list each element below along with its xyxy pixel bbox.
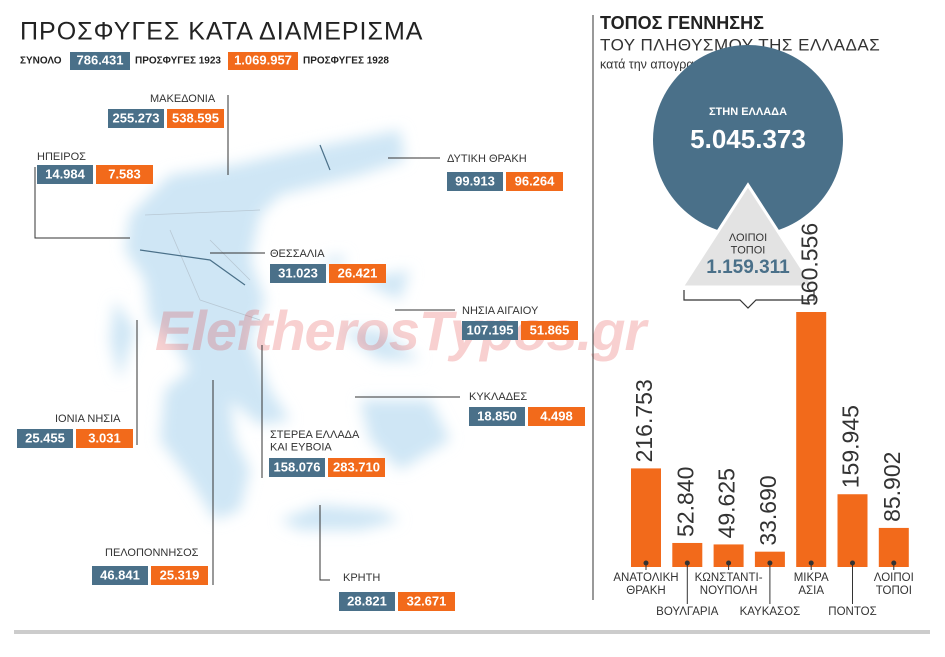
bar	[796, 312, 827, 567]
value-1928: 3.031	[88, 430, 121, 445]
region-name: ΗΠΕΙΡΟΣ	[37, 151, 86, 163]
value-label: 33.690	[755, 475, 781, 545]
value-1923: 28.821	[347, 593, 387, 608]
map	[110, 130, 450, 530]
value-box	[339, 592, 395, 611]
value-label: 85.902	[879, 452, 905, 522]
bar	[713, 544, 744, 567]
category-label: ΑΝΑΤΟΛΙΚΗ ΘΡΑΚΗ	[613, 572, 678, 597]
triangle	[679, 182, 817, 289]
value-1923: 99.913	[455, 173, 495, 188]
chart-subtitle: ΤΟΥ ΠΛΗΘΥΣΜΟΥ ΤΗΣ ΕΛΛΑΔΑΣ	[600, 35, 880, 54]
value-box	[521, 321, 578, 340]
value-box	[462, 321, 518, 340]
value-box	[92, 566, 148, 585]
triangle-value: 1.159.311	[706, 257, 790, 278]
region-name: ΝΗΣΙΑ ΑΙΓΑΙΟΥ	[462, 305, 539, 317]
connector-dot	[850, 560, 855, 566]
value-1923: 158.076	[274, 459, 321, 474]
label-1928: ΠΡΟΣΦΥΓΕΣ 1928	[303, 56, 389, 67]
category-label: ΠΟΝΤΟΣ	[828, 606, 876, 618]
value-box	[506, 172, 563, 191]
category-label: ΜΙΚΡΑ ΑΣΙΑ	[794, 572, 829, 597]
borders	[139, 144, 331, 321]
value-box	[76, 429, 133, 448]
value-1923: 31.023	[278, 265, 318, 280]
value-1928: 25.319	[160, 567, 200, 582]
total-box	[228, 52, 298, 70]
value-1923: 46.841	[100, 567, 140, 582]
bar	[631, 468, 661, 567]
region-name: ΠΕΛΟΠΟΝΝΗΣΟΣ	[105, 547, 199, 559]
triangle-label: ΛΟΙΠΟΙ ΤΟΠΟΙ	[729, 232, 767, 257]
circle-label: ΣΤΗΝ ΕΛΛΑΔΑ	[709, 106, 787, 118]
value-label: 52.840	[672, 467, 698, 537]
region-name: ΚΡΗΤΗ	[343, 572, 380, 584]
value-box	[17, 429, 73, 448]
value-box	[96, 165, 153, 184]
value-box	[328, 458, 385, 477]
value-1923: 25.455	[25, 430, 65, 445]
value-box	[37, 165, 93, 184]
value-box	[329, 264, 386, 283]
category-label: ΛΟΙΠΟΙ ΤΟΠΟΙ	[874, 572, 914, 597]
value-1928: 7.583	[108, 166, 141, 181]
value-label: 49.625	[714, 468, 740, 538]
bar	[837, 494, 868, 567]
value-1928: 538.595	[172, 110, 219, 125]
leader-line	[34, 167, 130, 239]
value-1928: 283.710	[333, 459, 380, 474]
value-1928: 4.498	[540, 408, 573, 423]
value-box	[269, 458, 325, 477]
value-label: 159.945	[838, 405, 864, 488]
value-box	[398, 592, 455, 611]
circle-value: 5.045.373	[690, 124, 806, 154]
value-box	[108, 109, 164, 128]
value-1923: 255.273	[113, 110, 160, 125]
value-box	[270, 264, 326, 283]
category-label: ΚΑΥΚΑΣΟΣ	[740, 606, 801, 618]
value-label: 560.556	[796, 223, 822, 306]
category-label: ΚΩΝΣΤΑΝΤΙ-ΝΟΥΠΟΛΗ	[695, 572, 763, 597]
region-name: ΘΕΣΣΑΛΙΑ	[270, 248, 325, 260]
region-name: ΔΥΤΙΚΗ ΘΡΑΚΗ	[447, 153, 527, 165]
category-label: ΒΟΥΛΓΑΡΙΑ	[656, 606, 719, 618]
value-label: 216.753	[631, 379, 657, 462]
connector-dot	[726, 560, 732, 566]
value-1928: 26.421	[338, 265, 378, 280]
value-1923: 107.195	[467, 322, 514, 337]
value-1928: 51.865	[530, 322, 570, 337]
value-box	[469, 407, 525, 426]
value-box	[167, 109, 224, 128]
bar	[754, 551, 785, 567]
value-1923: 14.984	[45, 166, 86, 181]
total-1928: 1.069.957	[234, 52, 292, 67]
label-1923: ΠΡΟΣΦΥΓΕΣ 1923	[135, 56, 221, 67]
chart-title: ΤΟΠΟΣ ΓΕΝΝΗΣΗΣ	[600, 13, 764, 33]
total-box	[70, 52, 130, 70]
leader-line	[319, 505, 330, 581]
value-box	[528, 407, 585, 426]
value-1928: 32.671	[407, 593, 447, 608]
region-name: ΜΑΚΕΔΟΝΙΑ	[150, 93, 216, 105]
total-1923: 786.431	[77, 52, 124, 67]
connector-dot	[643, 560, 649, 566]
region-name: ΚΥΚΛΑΔΕΣ	[469, 391, 527, 403]
value-box	[447, 172, 503, 191]
region-name: ΣΤΕΡΕΑ ΕΛΛΑΔΑ ΚΑΙ ΕΥΒΟΙΑ	[270, 429, 360, 454]
bar	[878, 527, 909, 567]
total-label: ΣΥΝΟΛΟ	[20, 56, 62, 67]
value-1923: 18.850	[477, 408, 517, 423]
connector-dot	[684, 560, 690, 566]
region-name: ΙΟΝΙΑ ΝΗΣΙΑ	[55, 413, 121, 425]
connector-dot	[767, 560, 773, 566]
connector-dot	[808, 560, 814, 566]
value-box	[151, 566, 208, 585]
connector-dot	[891, 560, 897, 566]
map-title: ΠΡΟΣΦΥΓΕΣ ΚΑΤΑ ΔΙΑΜΕΡΙΣΜΑ	[20, 18, 423, 46]
value-1928: 96.264	[515, 173, 556, 188]
circle	[653, 45, 843, 235]
bracket	[683, 290, 815, 309]
